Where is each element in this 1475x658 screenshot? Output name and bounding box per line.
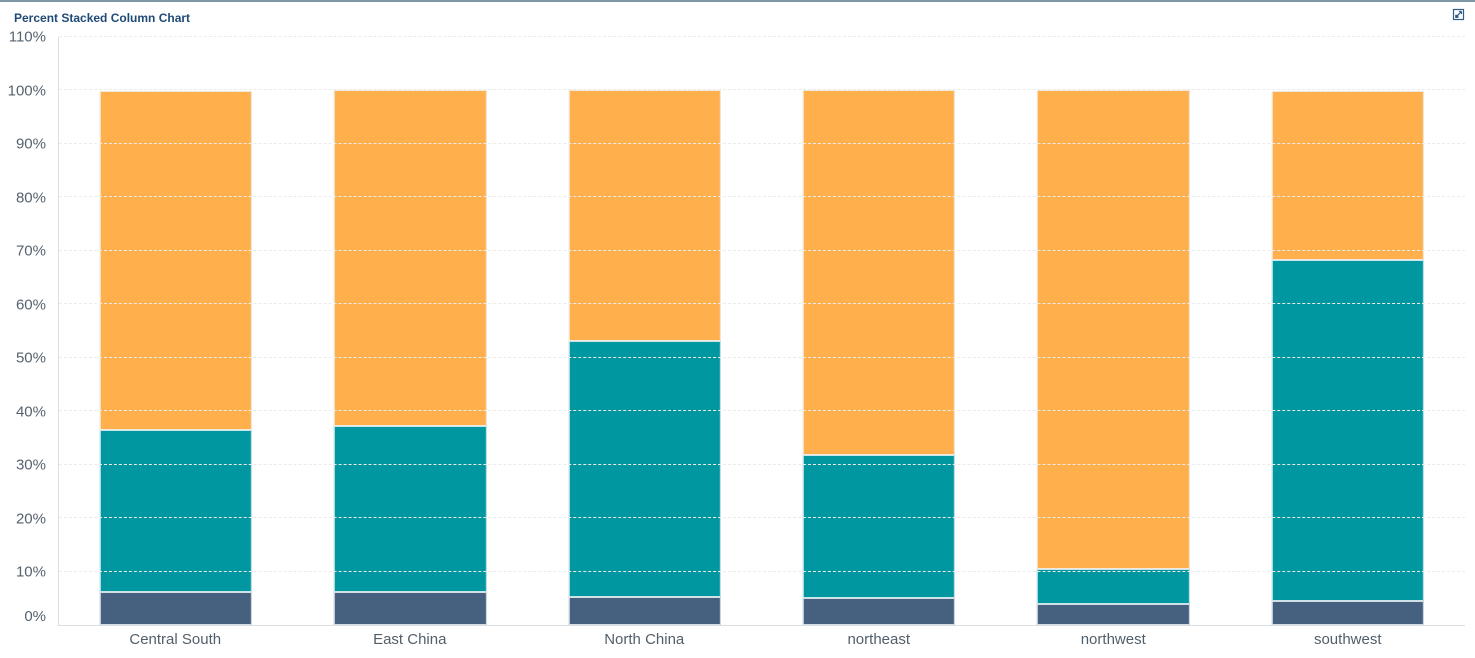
y-tick-label: 0% — [24, 608, 46, 625]
bar-segment-top-segment[interactable] — [802, 90, 956, 456]
x-tick-label: northeast — [847, 631, 911, 648]
y-tick-label: 30% — [15, 456, 46, 474]
bar-segment-middle-segment[interactable] — [1271, 260, 1424, 602]
bar-segment-bottom-segment[interactable] — [568, 596, 721, 625]
category-band — [293, 37, 527, 625]
bar-segment-middle-segment[interactable] — [1037, 569, 1190, 605]
maximize-button[interactable] — [1452, 7, 1466, 21]
category-band — [59, 37, 293, 625]
stacked-bar — [1271, 90, 1424, 625]
category-band — [762, 37, 996, 625]
stacked-bar — [802, 90, 956, 625]
y-tick-label: 110% — [8, 28, 46, 46]
gridline-20 — [59, 517, 1465, 519]
bar-segment-bottom-segment[interactable] — [100, 592, 253, 625]
gridline-10 — [59, 570, 1465, 572]
category-band — [528, 37, 762, 625]
bars-container — [59, 37, 1465, 625]
bar-segment-bottom-segment[interactable] — [1037, 604, 1190, 625]
gridline-30 — [59, 463, 1465, 465]
y-tick-label: 90% — [15, 135, 46, 153]
category-band — [996, 37, 1230, 625]
y-tick-label: 80% — [15, 189, 46, 207]
stacked-bar — [568, 90, 721, 625]
y-tick-label: 50% — [15, 349, 46, 367]
category-band — [1231, 37, 1465, 625]
bar-segment-bottom-segment[interactable] — [334, 591, 487, 625]
y-tick-label: 20% — [15, 510, 46, 528]
y-axis-labels: 0% 10% 20% 30% 40% 50% 60% 70% 80% 90% 100% 110% — [0, 30, 52, 626]
gridline-60 — [59, 303, 1465, 305]
plot-area — [58, 36, 1465, 626]
y-tick-label: 60% — [15, 296, 46, 314]
gridline-110 — [59, 36, 1465, 37]
stacked-bar — [1037, 90, 1190, 625]
x-tick-label: southwest — [1313, 631, 1382, 648]
gridline-40 — [59, 410, 1465, 412]
bar-segment-top-segment[interactable] — [568, 90, 721, 342]
widget-topbar: Percent Stacked Column Chart — [0, 2, 1475, 32]
stacked-bar — [334, 90, 487, 625]
bar-segment-middle-segment[interactable] — [802, 455, 956, 599]
gridline-100 — [59, 89, 1465, 91]
maximize-icon — [1452, 8, 1465, 21]
bar-segment-top-segment[interactable] — [1037, 90, 1190, 570]
bar-segment-middle-segment[interactable] — [568, 341, 721, 597]
bar-segment-bottom-segment[interactable] — [802, 598, 956, 625]
gridline-90 — [59, 142, 1465, 144]
bar-segment-top-segment[interactable] — [1271, 90, 1424, 261]
bar-segment-middle-segment[interactable] — [334, 425, 487, 592]
gridline-50 — [59, 356, 1465, 358]
x-tick-label: North China — [604, 631, 685, 648]
bar-segment-bottom-segment[interactable] — [1271, 601, 1424, 625]
y-tick-label: 100% — [7, 82, 46, 100]
y-tick-label: 40% — [15, 403, 46, 421]
gridline-80 — [59, 196, 1465, 198]
y-tick-label: 10% — [15, 563, 46, 581]
x-tick-label: Central South — [129, 631, 222, 648]
stacked-bar — [100, 90, 253, 625]
x-tick-label: East China — [373, 631, 447, 648]
y-tick-label: 70% — [15, 242, 46, 260]
gridline-70 — [59, 249, 1465, 251]
x-axis-labels: Central South East China North China northe… — [58, 626, 1465, 658]
chart-title: Percent Stacked Column Chart — [14, 11, 191, 25]
bar-segment-top-segment[interactable] — [334, 90, 487, 426]
bar-segment-middle-segment[interactable] — [100, 429, 253, 593]
x-tick-label: northwest — [1080, 631, 1146, 648]
bar-segment-top-segment[interactable] — [100, 90, 253, 430]
